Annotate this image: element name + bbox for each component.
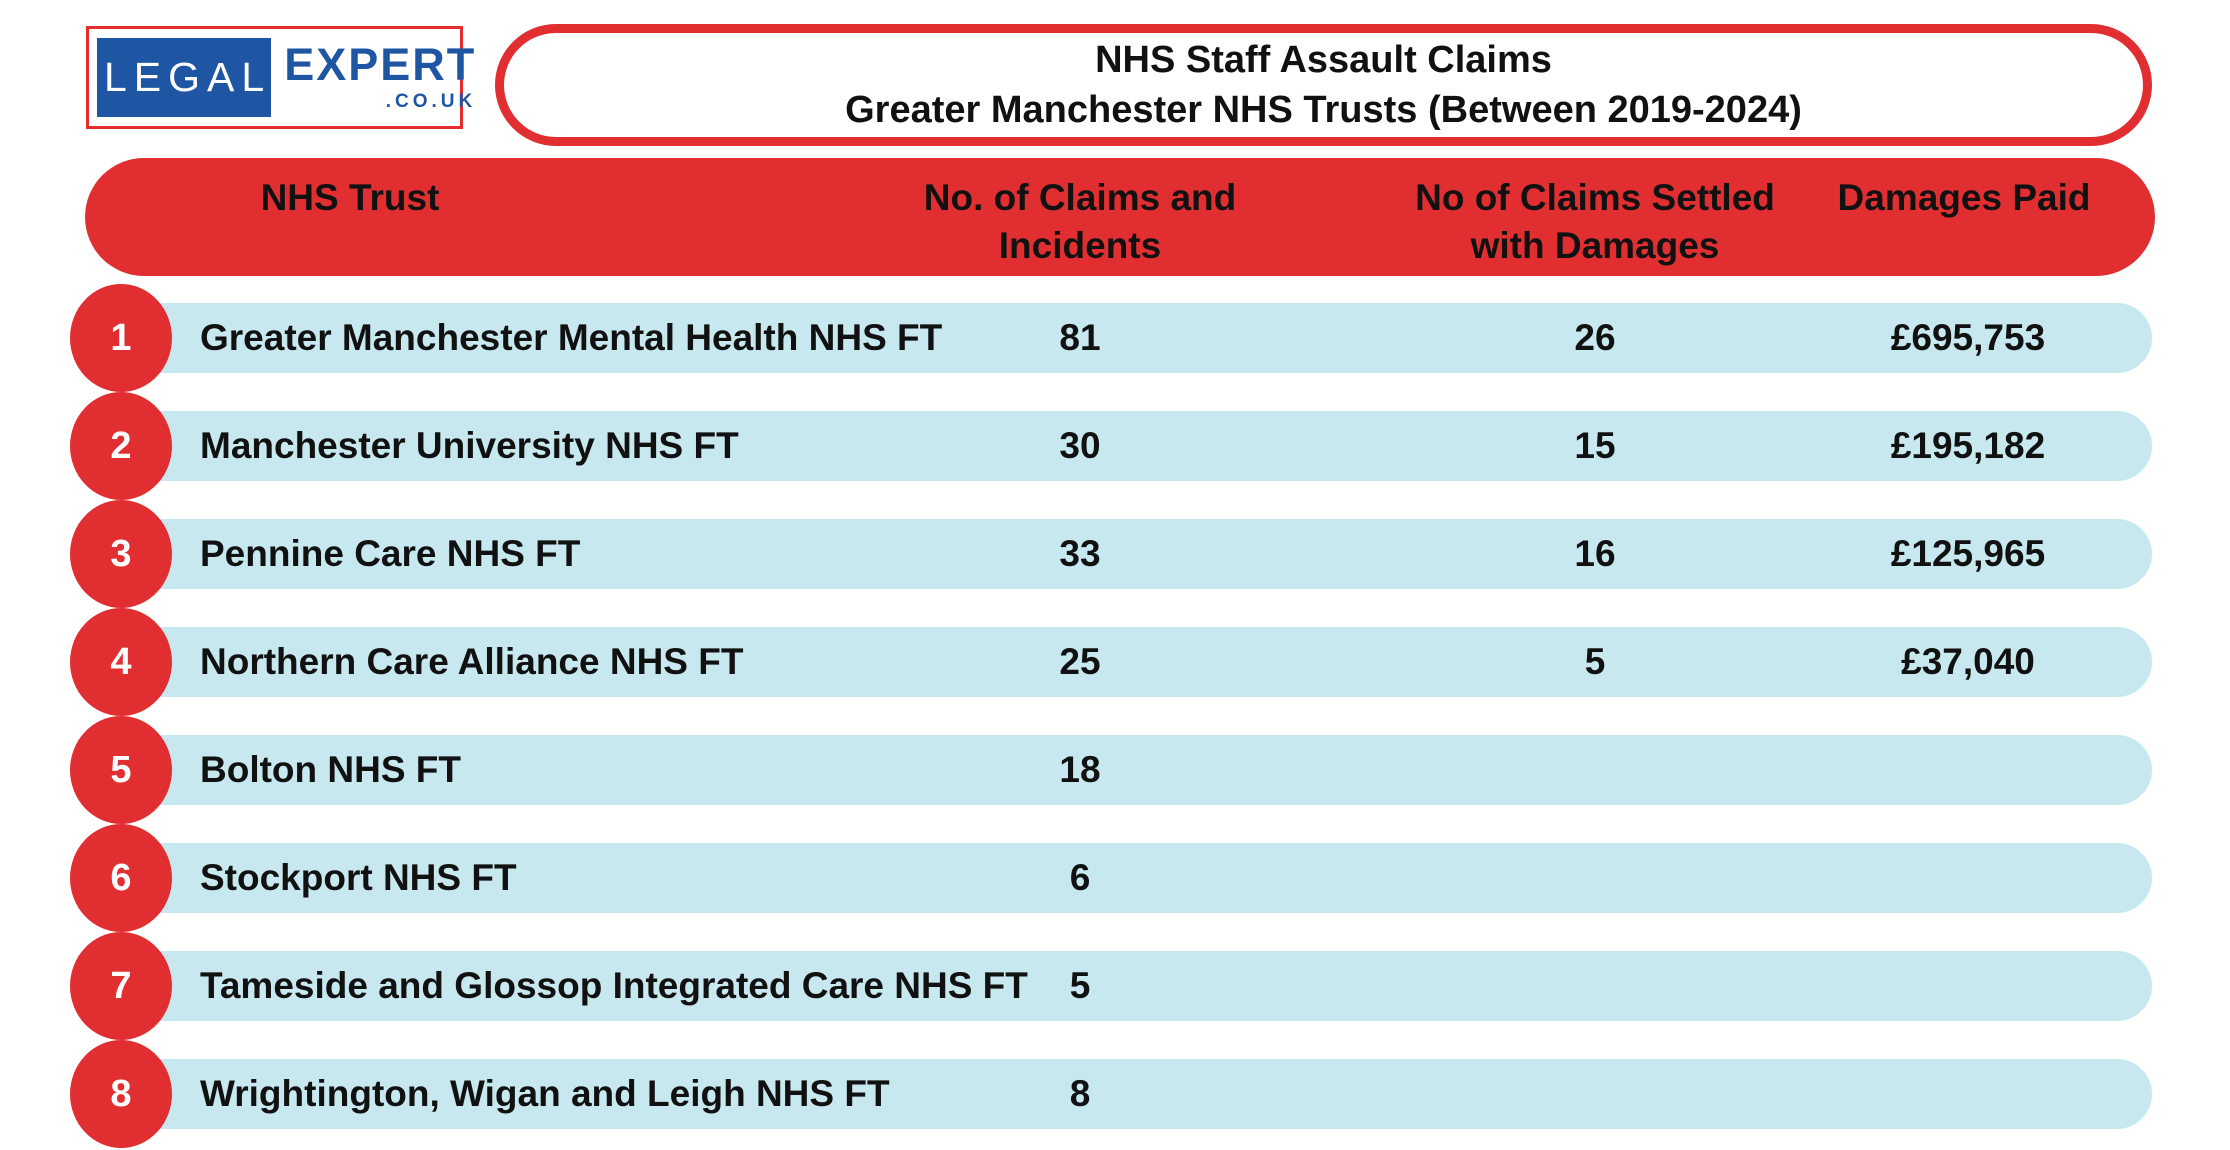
row-trust: Stockport NHS FT [200,857,517,898]
row-background-bar [120,843,2152,913]
logo-tld-text: .CO.UK [385,91,477,112]
column-header-line: No. of Claims and [923,177,1237,218]
table-header: NHS Trust No. of Claims and Incidents No… [85,158,2155,276]
row-background-bar [120,735,2152,805]
row-settled: 16 [1574,533,1616,574]
row-rank: 4 [110,640,132,683]
title-box: NHS Staff Assault Claims Greater Manches… [495,24,2152,146]
table-row: 2 Manchester University NHS FT 30 15 £19… [0,392,2230,500]
row-rank: 5 [110,748,132,791]
row-rank: 8 [110,1072,132,1115]
row-background-bar [120,951,2152,1021]
table-row: 6 Stockport NHS FT 6 [0,824,2230,932]
column-header-claims-settled: No of Claims Settled with Damages [1375,174,1815,270]
page-title: NHS Staff Assault Claims [1095,39,1552,81]
row-damages: £37,040 [1901,641,2035,682]
row-claims: 33 [1059,533,1101,574]
row-claims: 18 [1059,749,1101,790]
row-background-bar [120,411,2152,481]
row-settled [1445,843,1745,913]
table-row: 5 Bolton NHS FT 18 [0,716,2230,824]
row-damages: £695,753 [1890,317,2046,358]
logo-expert-text: EXPERT [284,39,477,90]
legal-expert-logo: LEGAL EXPERT .CO.UK [86,26,474,129]
row-damages [1768,843,2168,913]
rank-badge: 1 [70,284,172,392]
row-claims: 5 [1069,965,1091,1006]
rank-badge: 8 [70,1040,172,1148]
row-background-bar [120,519,2152,589]
row-trust: Greater Manchester Mental Health NHS FT [200,317,943,358]
column-header-line: NHS Trust [260,177,440,218]
row-trust: Tameside and Glossop Integrated Care NHS… [200,965,1028,1006]
row-damages [1768,1059,2168,1129]
row-background-bar [120,627,2152,697]
logo-legal-block: LEGAL [97,38,272,117]
table-row: 8 Wrightington, Wigan and Leigh NHS FT 8 [0,1040,2230,1148]
row-background-bar [120,1059,2152,1129]
column-header-damages-paid: Damages Paid [1764,174,2164,222]
row-claims: 25 [1059,641,1101,682]
row-claims: 8 [1069,1073,1091,1114]
row-background-bar [120,303,2152,373]
table-row: 7 Tameside and Glossop Integrated Care N… [0,932,2230,1040]
column-header-claims-incidents: No. of Claims and Incidents [880,174,1280,270]
row-settled: 26 [1574,317,1616,358]
row-damages [1768,735,2168,805]
row-rank: 1 [110,316,132,359]
logo-legal-text: LEGAL [104,54,272,100]
table-row: 3 Pennine Care NHS FT 33 16 £125,965 [0,500,2230,608]
row-rank: 7 [110,964,132,1007]
row-trust: Manchester University NHS FT [200,425,739,466]
logo-right-block: EXPERT .CO.UK [284,38,480,117]
row-damages: £195,182 [1890,425,2046,466]
row-settled [1445,951,1745,1021]
row-trust: Bolton NHS FT [200,749,462,790]
row-settled: 5 [1584,641,1606,682]
column-header-line: Incidents [998,225,1162,266]
page-subtitle: Greater Manchester NHS Trusts (Between 2… [845,89,1802,131]
row-rank: 3 [110,532,132,575]
row-damages: £125,965 [1890,533,2046,574]
rank-badge: 7 [70,932,172,1040]
row-settled [1445,735,1745,805]
row-claims: 30 [1059,425,1101,466]
table-row: 1 Greater Manchester Mental Health NHS F… [0,284,2230,392]
row-settled: 15 [1574,425,1616,466]
row-settled [1445,1059,1745,1129]
rank-badge: 6 [70,824,172,932]
rank-badge: 2 [70,392,172,500]
row-rank: 6 [110,856,132,899]
column-header-nhs-trust: NHS Trust [150,174,550,222]
row-trust: Wrightington, Wigan and Leigh NHS FT [200,1073,890,1114]
table-row: 4 Northern Care Alliance NHS FT 25 5 £37… [0,608,2230,716]
rank-badge: 5 [70,716,172,824]
row-trust: Pennine Care NHS FT [200,533,581,574]
row-damages [1768,951,2168,1021]
row-claims: 81 [1059,317,1101,358]
rank-badge: 4 [70,608,172,716]
column-header-line: No of Claims Settled [1415,177,1775,218]
column-header-line: with Damages [1470,225,1720,266]
row-claims: 6 [1069,857,1091,898]
row-trust: Northern Care Alliance NHS FT [200,641,744,682]
rank-badge: 3 [70,500,172,608]
row-rank: 2 [110,424,132,467]
column-header-line: Damages Paid [1837,177,2091,218]
